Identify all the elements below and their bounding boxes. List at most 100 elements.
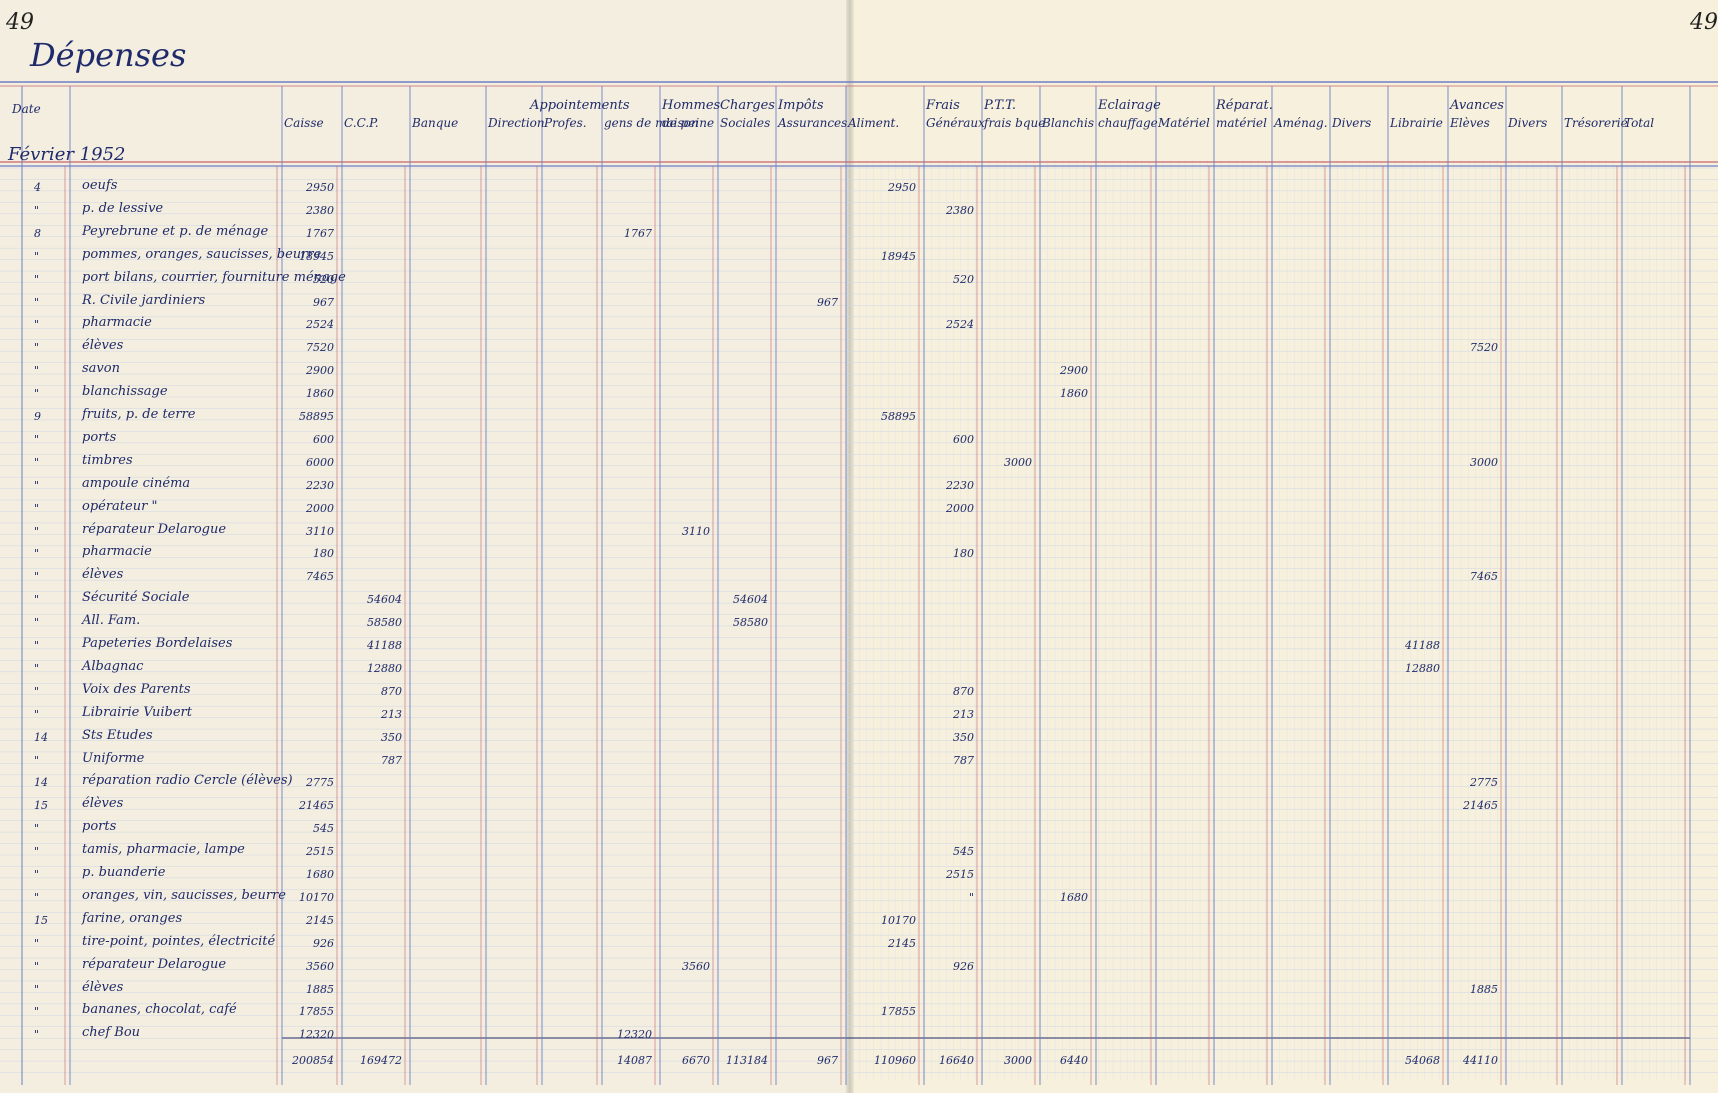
group-header-sociales: Charges — [720, 98, 775, 113]
row-amount-caisse: 12320 — [299, 1028, 334, 1042]
column-header-direction: Direction — [488, 116, 545, 130]
row-description: R. Civile jardiniers — [82, 292, 206, 308]
row-description: réparateur Delarogue — [82, 521, 227, 537]
total-eleves: 44110 — [1463, 1054, 1498, 1067]
page-number-right: 49 — [1690, 10, 1718, 35]
row-amount-generaux: 787 — [953, 753, 974, 767]
row-amount-generaux: 213 — [953, 707, 974, 721]
month-label: Février 1952 — [8, 144, 126, 165]
row-amount-ccp: 58580 — [367, 616, 402, 630]
row-description: Librairie Vuibert — [82, 704, 192, 720]
row-date: " — [34, 707, 40, 721]
row-description: réparateur Delarogue — [82, 956, 227, 972]
row-amount-ccp: 54604 — [367, 593, 402, 607]
column-header-sociales: Sociales — [720, 116, 771, 130]
row-date: 8 — [34, 226, 41, 240]
row-description: p. buanderie — [82, 865, 166, 880]
row-amount-caisse: 2950 — [306, 181, 334, 194]
row-date: " — [34, 845, 40, 859]
row-description: ports — [82, 819, 117, 835]
row-date: " — [34, 684, 40, 698]
group-header-direction: Appointements — [530, 98, 630, 113]
row-date: " — [34, 478, 40, 492]
row-date: " — [34, 203, 40, 217]
row-amount-blanchis: 1680 — [1060, 890, 1088, 904]
row-amount-caisse: 58895 — [299, 410, 334, 423]
row-amount-gens_maison: 1767 — [624, 226, 652, 240]
row-amount-generaux: 2380 — [946, 203, 974, 217]
row-amount-caisse: 3110 — [306, 524, 334, 538]
row-amount-caisse: 21465 — [299, 799, 334, 813]
row-description: ports — [82, 429, 117, 445]
row-amount-caisse: 600 — [313, 432, 334, 446]
column-header-amenag: Aménag. — [1274, 116, 1328, 130]
row-amount-caisse: 926 — [313, 936, 334, 950]
total-sociales: 113184 — [726, 1054, 768, 1067]
row-description: Sts Etudes — [82, 727, 153, 743]
row-description: opérateur " — [82, 498, 158, 514]
row-amount-ccp: 350 — [381, 730, 402, 744]
page-title: Dépenses — [30, 36, 187, 74]
row-amount-eleves: 7520 — [1470, 341, 1498, 355]
row-amount-caisse: 2145 — [306, 913, 334, 927]
column-header-banque: Banque — [412, 116, 459, 130]
row-date: " — [34, 661, 40, 675]
row-date: " — [34, 318, 40, 332]
row-amount-de_peine: 3110 — [682, 524, 710, 538]
row-amount-caisse: 2524 — [306, 318, 334, 332]
row-description: Peyrebrune et p. de ménage — [82, 223, 269, 239]
row-description: farine, oranges — [82, 910, 183, 926]
row-amount-ccp: 870 — [381, 684, 402, 698]
row-description: réparation radio Cercle (élèves) — [82, 773, 293, 789]
row-description: ampoule cinéma — [82, 475, 191, 491]
row-date: " — [34, 822, 40, 836]
row-amount-assurances: 967 — [817, 295, 838, 309]
group-header-de_peine: Hommes — [662, 98, 721, 113]
row-amount-caisse: 7520 — [306, 341, 334, 355]
row-date: " — [34, 295, 40, 309]
page-number-left: 49 — [6, 10, 34, 35]
row-amount-generaux: 2000 — [946, 501, 974, 515]
row-description: p. de lessive — [82, 200, 164, 216]
column-header-blanchis: Blanchis — [1042, 116, 1094, 130]
row-date: 9 — [34, 410, 41, 423]
row-amount-aliment: 17855 — [881, 1005, 916, 1019]
row-amount-gens_maison: 12320 — [617, 1028, 652, 1042]
row-amount-generaux: 545 — [953, 845, 974, 859]
row-amount-generaux: 2524 — [946, 318, 974, 332]
row-amount-caisse: 10170 — [299, 890, 334, 904]
column-header-gens_maison: gens de maison — [604, 116, 699, 130]
row-date: 15 — [34, 799, 48, 813]
column-header-assurances: Assurances — [778, 116, 848, 130]
total-caisse: 200854 — [292, 1054, 334, 1067]
row-description: port bilans, courrier, fourniture ménage — [82, 269, 346, 285]
row-amount-sociales: 58580 — [733, 616, 768, 630]
left-page — [0, 0, 850, 1093]
row-amount-caisse: 3560 — [306, 959, 334, 973]
row-date: " — [34, 639, 40, 652]
row-description: élèves — [82, 338, 124, 354]
column-header-de_peine: de peine — [662, 116, 715, 130]
row-date: " — [34, 432, 40, 446]
row-amount-caisse: 1767 — [306, 226, 334, 240]
row-amount-caisse: 2775 — [306, 776, 334, 790]
total-frais_bque: 3000 — [1004, 1054, 1032, 1067]
row-description: blanchissage — [82, 384, 168, 400]
row-amount-caisse: 2515 — [306, 845, 334, 859]
group-header-mat_reparation: Réparat. — [1216, 98, 1273, 113]
group-header-generaux: Frais — [926, 98, 960, 113]
row-description: oranges, vin, saucisses, beurre — [82, 887, 286, 903]
row-amount-caisse: 967 — [313, 295, 334, 309]
row-description: pommes, oranges, saucisses, beurre — [82, 246, 322, 262]
column-header-frais_bque: frais bque — [984, 116, 1046, 130]
row-description: timbres — [82, 452, 133, 468]
row-amount-aliment: 10170 — [881, 913, 916, 927]
row-description: Voix des Parents — [82, 681, 191, 697]
total-blanchis: 6440 — [1060, 1054, 1088, 1067]
row-description: bananes, chocolat, café — [82, 1002, 237, 1018]
row-amount-caisse: 2230 — [306, 478, 334, 492]
row-amount-blanchis: 1860 — [1060, 387, 1088, 401]
row-description: tire-point, pointes, électricité — [82, 933, 276, 949]
column-header-divers2: Divers — [1508, 116, 1548, 130]
row-date: " — [34, 982, 40, 996]
